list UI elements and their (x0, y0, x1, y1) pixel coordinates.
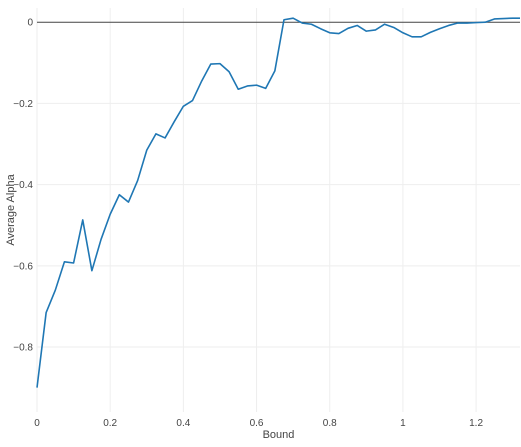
y-tick-label: −0.6 (13, 261, 33, 272)
grid (36, 8, 520, 412)
x-tick-label: 0.4 (176, 418, 190, 429)
y-tick-label: −0.2 (13, 99, 33, 110)
y-tick-label: −0.4 (13, 180, 33, 191)
x-axis-title: Bound (263, 429, 295, 441)
x-tick-label: 0.2 (103, 418, 117, 429)
x-axis-ticks: 0 0.2 0.4 0.6 0.8 1 1.2 (34, 418, 483, 429)
x-tick-label: 0.6 (250, 418, 264, 429)
series-line (36, 17, 520, 388)
y-axis-title: Average Alpha (5, 173, 17, 245)
y-tick-label: −0.8 (13, 343, 33, 354)
x-tick-label: 1.2 (469, 418, 483, 429)
x-tick-label: 0.8 (323, 418, 337, 429)
x-tick-label: 1 (400, 418, 406, 429)
y-axis-ticks: 0 −0.2 −0.4 −0.6 −0.8 (13, 18, 33, 354)
series-layer (36, 17, 520, 388)
x-tick-label: 0 (34, 418, 40, 429)
y-tick-label: 0 (27, 18, 33, 29)
